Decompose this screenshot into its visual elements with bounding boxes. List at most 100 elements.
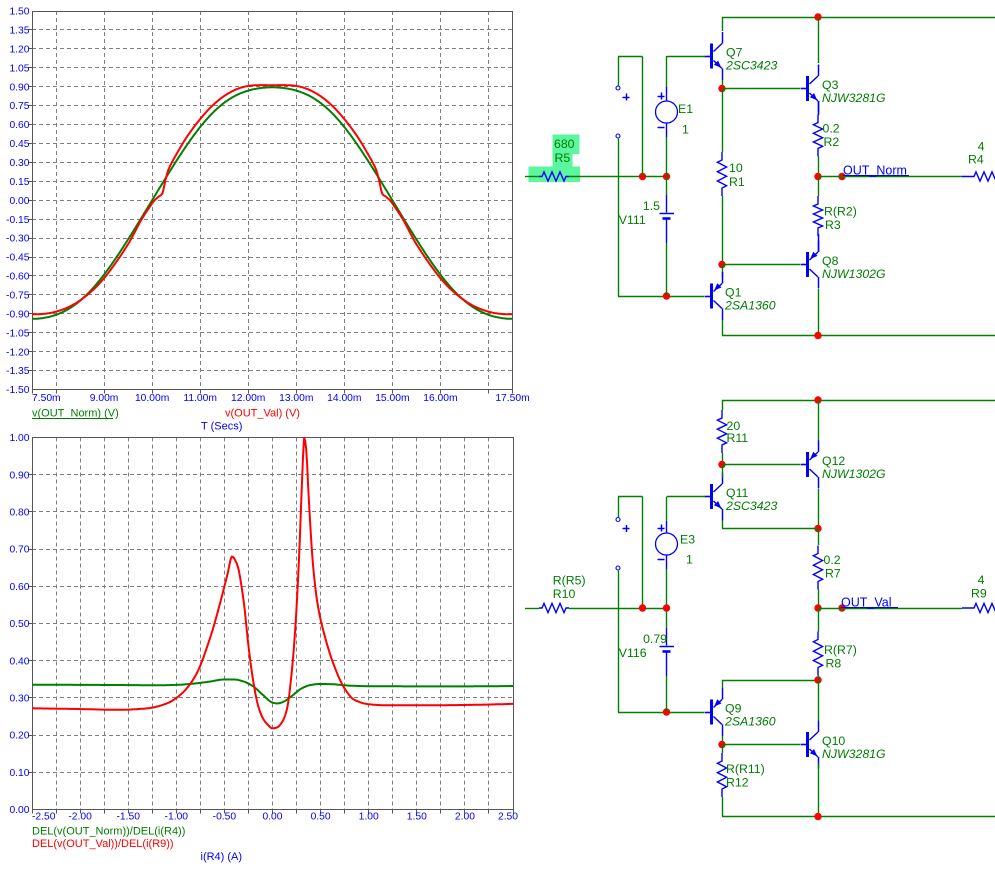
svg-text:E1: E1 [678, 102, 693, 116]
svg-text:R10: R10 [553, 587, 576, 601]
svg-text:R3: R3 [825, 218, 841, 232]
svg-text:E3: E3 [680, 533, 695, 547]
svg-text:1.5: 1.5 [643, 199, 660, 213]
svg-text:680: 680 [554, 137, 575, 151]
svg-text:15.00m: 15.00m [375, 393, 409, 404]
svg-text:i(R4) (A): i(R4) (A) [201, 851, 243, 863]
svg-text:R4: R4 [968, 153, 984, 167]
svg-text:0.2: 0.2 [824, 553, 841, 567]
svg-text:NJW3281G: NJW3281G [822, 91, 886, 105]
svg-text:1.20: 1.20 [9, 44, 29, 55]
svg-text:7.50m: 7.50m [32, 393, 61, 404]
svg-text:Q8: Q8 [822, 254, 839, 268]
svg-text:Q10: Q10 [822, 734, 845, 748]
svg-text:OUT_Norm: OUT_Norm [843, 164, 907, 178]
svg-text:13.00m: 13.00m [279, 393, 313, 404]
svg-text:2SA1360: 2SA1360 [724, 715, 776, 729]
svg-text:0.90: 0.90 [9, 82, 29, 93]
svg-text:0.50: 0.50 [9, 619, 29, 630]
svg-text:R7: R7 [825, 567, 841, 581]
svg-text:0.30: 0.30 [9, 158, 29, 169]
svg-text:2.50: 2.50 [498, 812, 518, 823]
svg-text:0.60: 0.60 [9, 120, 29, 131]
svg-text:17.50m: 17.50m [495, 393, 529, 404]
svg-text:R(R11): R(R11) [726, 762, 765, 776]
svg-text:11.00m: 11.00m [183, 393, 217, 404]
svg-text:10.00m: 10.00m [135, 393, 169, 404]
svg-text:NJW1302G: NJW1302G [822, 467, 886, 481]
svg-text:1: 1 [682, 123, 689, 137]
svg-text:-1.00: -1.00 [165, 812, 189, 823]
svg-text:0.70: 0.70 [9, 545, 29, 556]
svg-text:0.2: 0.2 [823, 122, 840, 136]
svg-text:R(R7): R(R7) [824, 643, 857, 657]
svg-text:Q7: Q7 [726, 46, 743, 60]
svg-text:20: 20 [727, 419, 741, 433]
svg-text:-0.45: -0.45 [6, 253, 30, 264]
svg-text:Q3: Q3 [822, 78, 839, 92]
svg-text:Q1: Q1 [725, 286, 742, 300]
svg-text:R8: R8 [826, 657, 842, 671]
svg-text:R12: R12 [726, 776, 749, 790]
svg-text:1.50: 1.50 [9, 7, 29, 18]
svg-text:1.00: 1.00 [359, 812, 379, 823]
svg-text:-0.50: -0.50 [213, 812, 237, 823]
svg-text:Q12: Q12 [822, 454, 845, 468]
svg-text:-1.20: -1.20 [6, 347, 30, 358]
svg-text:-0.60: -0.60 [6, 272, 30, 283]
svg-text:0.75: 0.75 [9, 101, 29, 112]
svg-text:Q9: Q9 [725, 702, 742, 716]
svg-text:-1.50: -1.50 [116, 812, 140, 823]
svg-text:2SC3423: 2SC3423 [725, 59, 777, 73]
svg-text:2SA1360: 2SA1360 [724, 299, 776, 313]
svg-text:R5: R5 [555, 151, 571, 165]
svg-text:0.40: 0.40 [9, 656, 29, 667]
svg-text:DEL(v(OUT_Val))/DEL(i(R9)): DEL(v(OUT_Val))/DEL(i(R9)) [32, 838, 174, 850]
svg-text:R(R5): R(R5) [553, 574, 586, 588]
svg-text:12.00m: 12.00m [231, 393, 265, 404]
svg-text:0.60: 0.60 [9, 582, 29, 593]
svg-text:0.20: 0.20 [9, 731, 29, 742]
svg-text:NJW1302G: NJW1302G [822, 267, 886, 281]
svg-text:1: 1 [686, 553, 693, 567]
svg-text:4: 4 [978, 140, 985, 154]
svg-text:-2.50: -2.50 [32, 812, 56, 823]
svg-text:-1.50: -1.50 [6, 385, 30, 396]
svg-text:2SC3423: 2SC3423 [725, 499, 777, 513]
svg-text:DEL(v(OUT_Norm))/DEL(i(R4)): DEL(v(OUT_Norm))/DEL(i(R4)) [32, 826, 185, 838]
svg-text:1.35: 1.35 [9, 26, 29, 37]
svg-text:1.00: 1.00 [9, 433, 29, 444]
svg-text:9.00m: 9.00m [90, 393, 119, 404]
svg-text:-1.35: -1.35 [6, 366, 30, 377]
svg-text:R(R2): R(R2) [824, 205, 857, 219]
svg-text:v(OUT_Val) (V): v(OUT_Val) (V) [225, 408, 300, 420]
svg-text:16.00m: 16.00m [423, 393, 457, 404]
svg-text:-0.30: -0.30 [6, 234, 30, 245]
svg-text:R1: R1 [729, 175, 745, 189]
svg-text:-2.00: -2.00 [68, 812, 92, 823]
svg-text:-0.15: -0.15 [6, 215, 30, 226]
svg-text:0.50: 0.50 [311, 812, 331, 823]
svg-text:0.00: 0.00 [9, 196, 29, 207]
svg-text:V111: V111 [619, 213, 646, 227]
svg-text:0.30: 0.30 [9, 694, 29, 705]
svg-text:0.00: 0.00 [9, 805, 29, 816]
svg-text:T (Secs): T (Secs) [201, 421, 242, 433]
svg-text:v(OUT_Norm) (V): v(OUT_Norm) (V) [32, 408, 119, 420]
svg-text:10: 10 [729, 161, 743, 175]
svg-text:NJW3281G: NJW3281G [822, 747, 886, 761]
svg-text:1.05: 1.05 [9, 63, 29, 74]
svg-text:4: 4 [978, 573, 985, 587]
svg-text:-0.90: -0.90 [6, 309, 30, 320]
svg-text:0.80: 0.80 [9, 508, 29, 519]
svg-text:R9: R9 [971, 587, 987, 601]
svg-text:0.10: 0.10 [9, 768, 29, 779]
svg-text:0.15: 0.15 [9, 177, 29, 188]
svg-text:1.50: 1.50 [407, 812, 427, 823]
svg-text:14.00m: 14.00m [327, 393, 361, 404]
svg-text:0.79: 0.79 [643, 632, 667, 646]
svg-text:0.90: 0.90 [9, 470, 29, 481]
svg-text:Q11: Q11 [726, 486, 748, 500]
svg-text:V116: V116 [619, 646, 647, 660]
svg-text:-0.75: -0.75 [6, 290, 30, 301]
